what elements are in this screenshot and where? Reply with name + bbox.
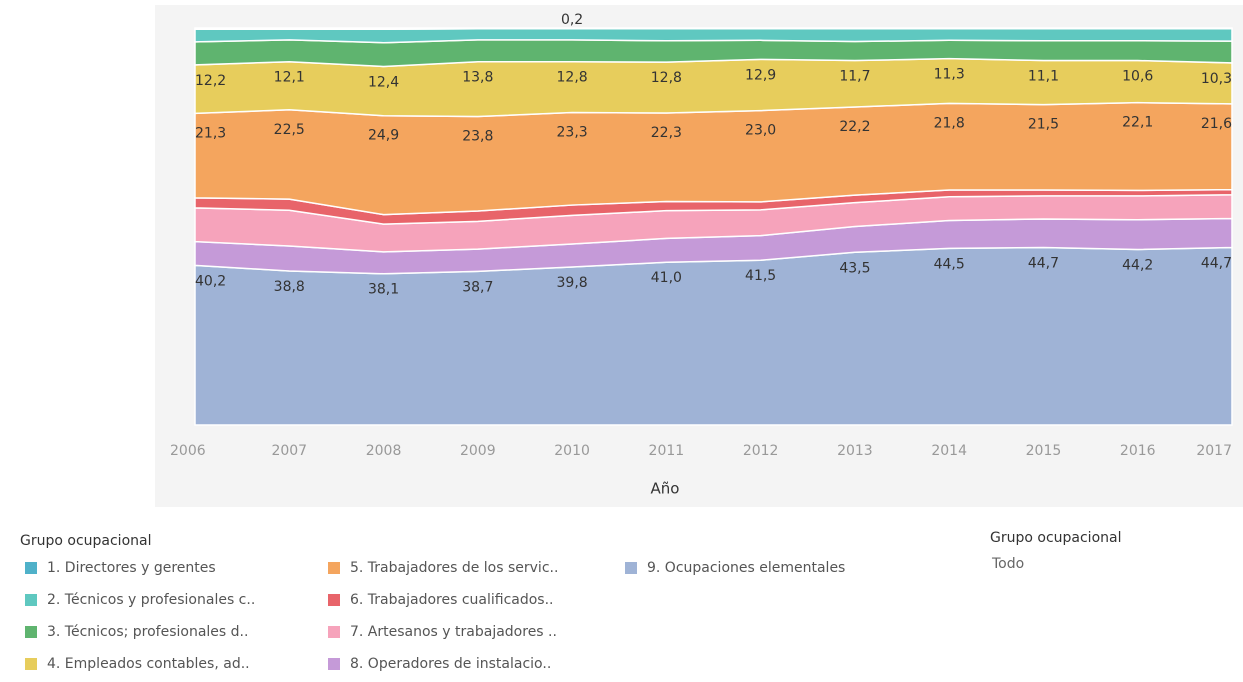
- data-label: 44,7: [1028, 256, 1059, 272]
- legend-swatch[interactable]: [328, 594, 340, 606]
- data-label: 38,7: [462, 279, 493, 295]
- data-label: 21,6: [1201, 116, 1232, 132]
- x-tick-label: 2009: [460, 443, 496, 459]
- data-label: 38,1: [368, 282, 399, 298]
- data-label: 10,3: [1201, 71, 1232, 87]
- data-label: 41,0: [651, 270, 682, 286]
- x-tick-label: 2017: [1196, 443, 1232, 459]
- data-label: 12,8: [651, 70, 682, 86]
- x-tick-label: 2016: [1120, 443, 1156, 459]
- data-label: 12,2: [195, 73, 226, 89]
- legend-label[interactable]: 3. Técnicos; profesionales d..: [47, 624, 248, 640]
- legend-label[interactable]: 7. Artesanos y trabajadores ..: [350, 624, 557, 640]
- data-label: 21,5: [1028, 117, 1059, 133]
- legend-label[interactable]: 4. Empleados contables, ad..: [47, 656, 250, 672]
- x-axis-label: Año: [651, 480, 680, 498]
- data-label: 13,8: [462, 70, 493, 86]
- area: [194, 27, 1233, 30]
- data-label: 44,7: [1201, 256, 1232, 272]
- data-label: 11,7: [839, 69, 870, 85]
- data-label: 22,5: [274, 122, 305, 138]
- legend-label[interactable]: 8. Operadores de instalacio..: [350, 656, 551, 672]
- data-label: 0,2: [561, 12, 583, 28]
- x-tick-label: 2011: [649, 443, 685, 459]
- legend-swatch[interactable]: [328, 626, 340, 638]
- legend-label[interactable]: 2. Técnicos y profesionales c..: [47, 592, 255, 608]
- data-label: 23,8: [462, 129, 493, 145]
- data-label: 12,8: [557, 70, 588, 86]
- legend-title: Grupo ocupacional: [20, 533, 151, 549]
- legend-swatch[interactable]: [328, 658, 340, 670]
- filter-title: Grupo ocupacional: [990, 530, 1121, 546]
- data-label: 24,9: [368, 128, 399, 144]
- x-tick-label: 2012: [743, 443, 779, 459]
- data-label: 10,6: [1122, 69, 1153, 85]
- data-label: 40,2: [195, 273, 226, 289]
- data-label: 12,9: [745, 67, 776, 83]
- data-label: 22,2: [839, 119, 870, 135]
- data-label: 12,1: [274, 70, 305, 86]
- x-tick-label: 2010: [554, 443, 590, 459]
- legend-swatch[interactable]: [25, 626, 37, 638]
- legend-swatch[interactable]: [25, 594, 37, 606]
- area: [194, 28, 1233, 44]
- x-tick-label: 2007: [271, 443, 307, 459]
- legend-label[interactable]: 9. Ocupaciones elementales: [647, 560, 845, 576]
- data-label: 38,8: [274, 279, 305, 295]
- legend-label[interactable]: 6. Trabajadores cualificados..: [350, 592, 554, 608]
- filter-value[interactable]: Todo: [991, 556, 1024, 572]
- data-label: 12,4: [368, 75, 399, 91]
- legend-swatch[interactable]: [328, 562, 340, 574]
- data-label: 22,1: [1122, 115, 1153, 131]
- x-tick-label: 2015: [1026, 443, 1062, 459]
- data-label: 11,3: [934, 67, 965, 83]
- data-label: 23,0: [745, 123, 776, 139]
- x-tick-label: 2014: [931, 443, 967, 459]
- data-label: 44,2: [1122, 258, 1153, 274]
- x-tick-label: 2013: [837, 443, 873, 459]
- legend-label[interactable]: 5. Trabajadores de los servic..: [350, 560, 558, 576]
- data-label: 39,8: [557, 275, 588, 291]
- area: [194, 246, 1233, 426]
- data-label: 43,5: [839, 260, 870, 276]
- legend-swatch[interactable]: [25, 658, 37, 670]
- legend-label[interactable]: 1. Directores y gerentes: [47, 560, 216, 576]
- data-label: 41,5: [745, 268, 776, 284]
- data-label: 23,3: [557, 125, 588, 141]
- x-tick-label: 2006: [170, 443, 206, 459]
- data-label: 11,1: [1028, 69, 1059, 85]
- data-label: 21,8: [934, 115, 965, 131]
- x-tick-label: 2008: [366, 443, 402, 459]
- legend-swatch[interactable]: [25, 562, 37, 574]
- data-label: 44,5: [934, 256, 965, 272]
- data-label: 22,3: [651, 125, 682, 141]
- data-label: 21,3: [195, 125, 226, 141]
- legend-swatch[interactable]: [625, 562, 637, 574]
